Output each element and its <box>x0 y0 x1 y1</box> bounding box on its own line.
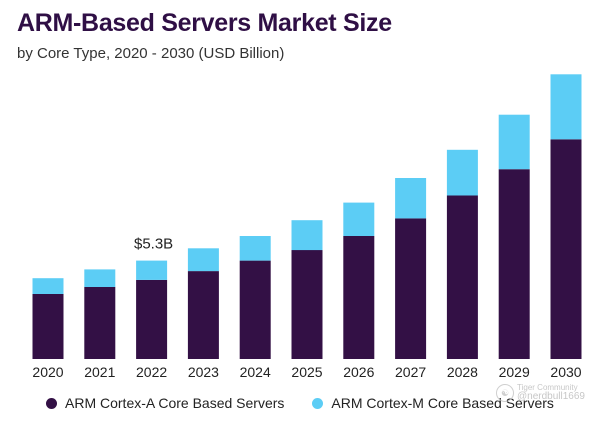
data-label-2022: $5.3B <box>134 236 173 253</box>
bar-cortex-m-2030 <box>550 74 582 140</box>
watermark-source: Tiger Community <box>517 383 578 392</box>
legend-item-cortex-a: ARM Cortex-A Core Based Servers <box>46 395 284 411</box>
x-tick-label-2028: 2028 <box>447 364 478 380</box>
legend-swatch-cortex-m <box>312 397 324 409</box>
bar-cortex-m-2021 <box>84 269 116 287</box>
tiger-logo-icon: ☯ <box>496 384 515 403</box>
bar-cortex-m-2026 <box>343 202 375 236</box>
chart-subtitle: by Core Type, 2020 - 2030 (USD Billion) <box>17 45 285 62</box>
legend-swatch-cortex-a <box>46 397 57 409</box>
x-tick-label-2024: 2024 <box>240 364 271 380</box>
x-tick-label-2030: 2030 <box>550 364 581 380</box>
x-tick-label-2023: 2023 <box>188 364 219 380</box>
bar-cortex-a-2026 <box>343 236 375 359</box>
bar-cortex-a-2024 <box>239 260 271 359</box>
x-tick-label-2020: 2020 <box>32 364 63 380</box>
x-tick-label-2026: 2026 <box>343 364 374 380</box>
bar-cortex-a-2029 <box>498 169 530 359</box>
bar-cortex-a-2028 <box>446 195 478 359</box>
x-tick-label-2027: 2027 <box>395 364 426 380</box>
bar-cortex-a-2027 <box>395 218 427 359</box>
bar-cortex-a-2021 <box>84 286 116 359</box>
bar-cortex-m-2029 <box>498 114 530 170</box>
bar-cortex-m-2028 <box>446 149 478 196</box>
bar-cortex-a-2025 <box>291 250 323 359</box>
bar-cortex-m-2027 <box>395 178 427 219</box>
watermark-handle: @nerdbull1669 <box>517 391 585 403</box>
watermark: ☯ Tiger Community @nerdbull1669 <box>496 383 585 403</box>
bar-cortex-m-2020 <box>32 278 64 294</box>
bar-cortex-a-2030 <box>550 139 582 359</box>
x-tick-label-2022: 2022 <box>136 364 167 380</box>
legend-label-cortex-a: ARM Cortex-A Core Based Servers <box>65 395 285 411</box>
bar-cortex-a-2020 <box>32 294 64 359</box>
bar-cortex-m-2025 <box>291 220 323 251</box>
bar-cortex-m-2024 <box>239 236 271 261</box>
x-tick-label-2029: 2029 <box>499 364 530 380</box>
x-tick-label-2025: 2025 <box>291 364 322 380</box>
bar-cortex-m-2022 <box>136 260 168 280</box>
chart-title: ARM-Based Servers Market Size <box>17 9 392 37</box>
x-tick-label-2021: 2021 <box>84 364 115 380</box>
bar-cortex-m-2023 <box>187 248 219 272</box>
bar-cortex-a-2022 <box>136 279 168 359</box>
bar-cortex-a-2023 <box>187 271 219 359</box>
legend: ARM Cortex-A Core Based Servers ARM Cort… <box>46 395 554 411</box>
